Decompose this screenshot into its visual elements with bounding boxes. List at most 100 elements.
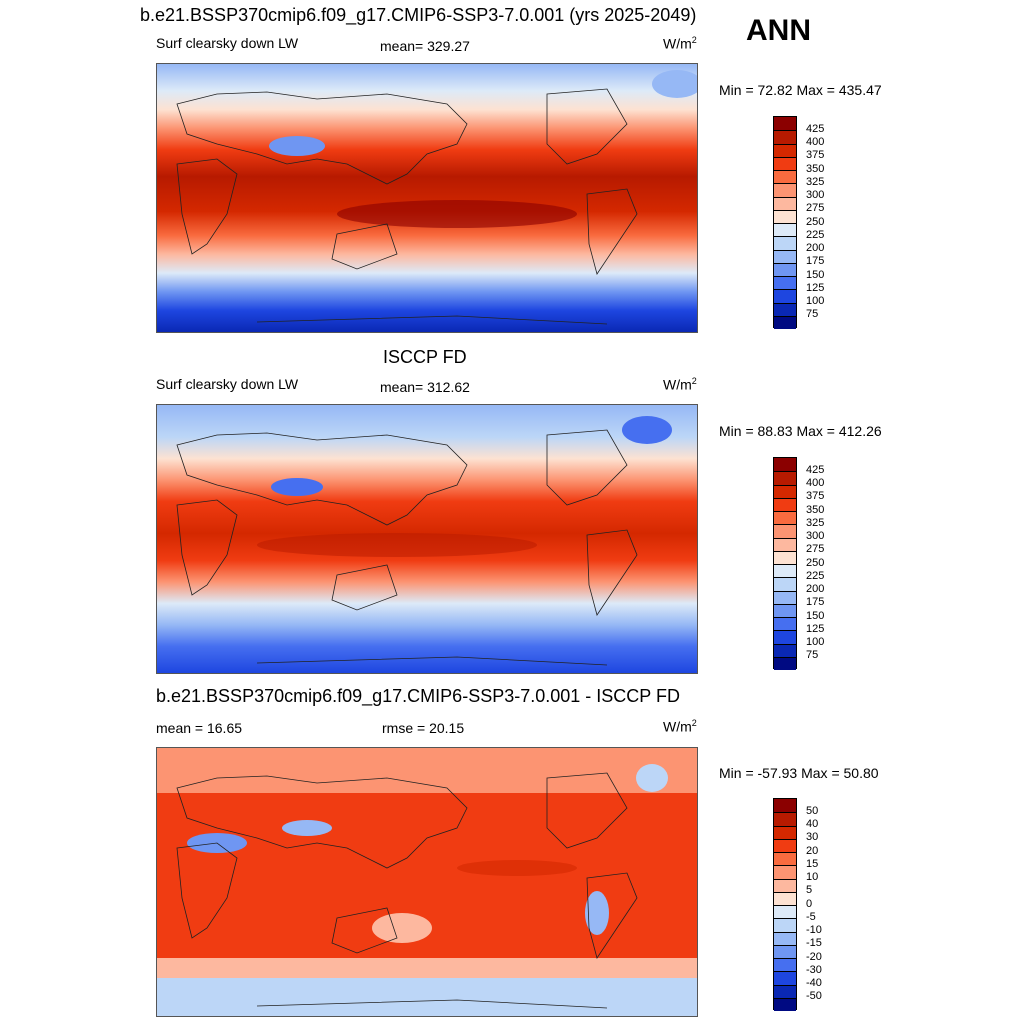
colorbar-tick-label: 0 bbox=[806, 897, 813, 910]
colorbar-swatch bbox=[774, 276, 796, 290]
colorbar-swatch bbox=[774, 984, 796, 998]
colorbar-tick-label: -10 bbox=[806, 924, 822, 936]
colorbar-swatch bbox=[774, 143, 796, 157]
panel-diff-unit: W/m2 bbox=[663, 718, 697, 735]
colorbar-swatch bbox=[774, 209, 796, 223]
colorbar-swatch bbox=[774, 958, 796, 972]
colorbar-tick-label: 425 bbox=[806, 463, 825, 476]
colorbar-tick-label: 175 bbox=[806, 255, 825, 268]
colorbar-swatch bbox=[774, 156, 796, 170]
panel-obs-colorbar bbox=[773, 457, 797, 670]
panel-model-colorbar bbox=[773, 116, 797, 329]
panel-model-variable-label: Surf clearsky down LW bbox=[156, 35, 299, 51]
colorbar-swatch bbox=[774, 852, 796, 866]
colorbar-tick-label: 350 bbox=[806, 162, 825, 175]
colorbar-swatch bbox=[774, 997, 796, 1011]
colorbar-swatch bbox=[774, 484, 796, 498]
colorbar-swatch bbox=[774, 289, 796, 303]
colorbar-swatch bbox=[774, 643, 796, 657]
colorbar-tick-label: 50 bbox=[806, 804, 819, 817]
colorbar-tick-label: 275 bbox=[806, 543, 825, 556]
colorbar-swatch bbox=[774, 537, 796, 551]
panel-diff-heading: b.e21.BSSP370cmip6.f09_g17.CMIP6-SSP3-7.… bbox=[156, 686, 680, 706]
colorbar-swatch bbox=[774, 249, 796, 263]
panel-obs-heading: ISCCP FD bbox=[383, 347, 467, 367]
colorbar-swatch bbox=[774, 931, 796, 945]
colorbar-swatch bbox=[774, 262, 796, 276]
colorbar-tick-label: 400 bbox=[806, 477, 825, 489]
colorbar-tick-label: 175 bbox=[806, 596, 825, 609]
panel-obs-map bbox=[156, 404, 698, 674]
panel-diff-range: Min = -57.93 Max = 50.80 bbox=[719, 765, 879, 781]
colorbar-tick-label: 250 bbox=[806, 556, 825, 569]
colorbar-swatch bbox=[774, 497, 796, 511]
colorbar-tick-label: 15 bbox=[806, 857, 819, 870]
colorbar-swatch bbox=[774, 471, 796, 485]
colorbar-swatch bbox=[774, 617, 796, 631]
colorbar-tick-label: 200 bbox=[806, 583, 825, 595]
colorbar-swatch bbox=[774, 878, 796, 892]
colorbar-swatch bbox=[774, 812, 796, 826]
colorbar-tick-label: 225 bbox=[806, 569, 825, 582]
colorbar-tick-label: 40 bbox=[806, 818, 819, 830]
colorbar-tick-label: 375 bbox=[806, 149, 825, 162]
colorbar-swatch bbox=[774, 117, 796, 131]
colorbar-swatch bbox=[774, 865, 796, 879]
panel-diff-mean-label: mean = 16.65 bbox=[156, 720, 243, 736]
colorbar-tick-label: 300 bbox=[806, 530, 825, 542]
colorbar-swatch bbox=[774, 458, 796, 472]
colorbar-tick-label: 250 bbox=[806, 215, 825, 228]
panel-model-mean-label: mean= 329.27 bbox=[380, 38, 470, 54]
panel-obs-range: Min = 88.83 Max = 412.26 bbox=[719, 423, 882, 439]
colorbar-tick-label: 425 bbox=[806, 122, 825, 135]
panel-diff-map bbox=[156, 747, 698, 1017]
colorbar-tick-label: -20 bbox=[806, 950, 822, 963]
colorbar-tick-label: -40 bbox=[806, 977, 822, 989]
colorbar-tick-label: 10 bbox=[806, 871, 819, 883]
colorbar-swatch bbox=[774, 577, 796, 591]
colorbar-tick-label: 350 bbox=[806, 503, 825, 516]
colorbar-swatch bbox=[774, 825, 796, 839]
colorbar-tick-label: 150 bbox=[806, 268, 825, 281]
colorbar-tick-label: 325 bbox=[806, 516, 825, 529]
colorbar-swatch bbox=[774, 302, 796, 316]
panel-obs-unit: W/m2 bbox=[663, 376, 697, 393]
colorbar-swatch bbox=[774, 130, 796, 144]
colorbar-swatch bbox=[774, 550, 796, 564]
colorbar-tick-label: 75 bbox=[806, 308, 819, 321]
colorbar-swatch bbox=[774, 603, 796, 617]
colorbar-tick-label: 275 bbox=[806, 202, 825, 215]
colorbar-tick-label: -30 bbox=[806, 963, 822, 976]
colorbar-tick-label: -5 bbox=[806, 910, 816, 923]
colorbar-tick-label: -50 bbox=[806, 990, 822, 1003]
colorbar-tick-label: 200 bbox=[806, 242, 825, 254]
colorbar-swatch bbox=[774, 170, 796, 184]
panel-obs-mean-label: mean= 312.62 bbox=[380, 379, 470, 395]
colorbar-swatch bbox=[774, 564, 796, 578]
colorbar-swatch bbox=[774, 971, 796, 985]
panel-obs-variable-label: Surf clearsky down LW bbox=[156, 376, 299, 392]
colorbar-swatch bbox=[774, 630, 796, 644]
colorbar-tick-label: 300 bbox=[806, 189, 825, 201]
colorbar-swatch bbox=[774, 183, 796, 197]
colorbar-tick-label: 125 bbox=[806, 281, 825, 294]
colorbar-swatch bbox=[774, 799, 796, 813]
colorbar-tick-label: 30 bbox=[806, 831, 819, 844]
colorbar-tick-label: 325 bbox=[806, 175, 825, 188]
colorbar-swatch bbox=[774, 511, 796, 525]
colorbar-swatch bbox=[774, 944, 796, 958]
colorbar-swatch bbox=[774, 656, 796, 670]
colorbar-tick-label: 5 bbox=[806, 884, 813, 897]
colorbar-tick-label: 75 bbox=[806, 649, 819, 662]
panel-model-range: Min = 72.82 Max = 435.47 bbox=[719, 82, 882, 98]
colorbar-tick-label: 100 bbox=[806, 636, 825, 648]
panel-model-map bbox=[156, 63, 698, 333]
colorbar-swatch bbox=[774, 196, 796, 210]
colorbar-swatch bbox=[774, 236, 796, 250]
season-label: ANN bbox=[746, 14, 811, 47]
panel-model-unit: W/m2 bbox=[663, 35, 697, 52]
colorbar-swatch bbox=[774, 524, 796, 538]
colorbar-swatch bbox=[774, 315, 796, 329]
colorbar-tick-label: 100 bbox=[806, 295, 825, 307]
colorbar-tick-label: 375 bbox=[806, 490, 825, 503]
